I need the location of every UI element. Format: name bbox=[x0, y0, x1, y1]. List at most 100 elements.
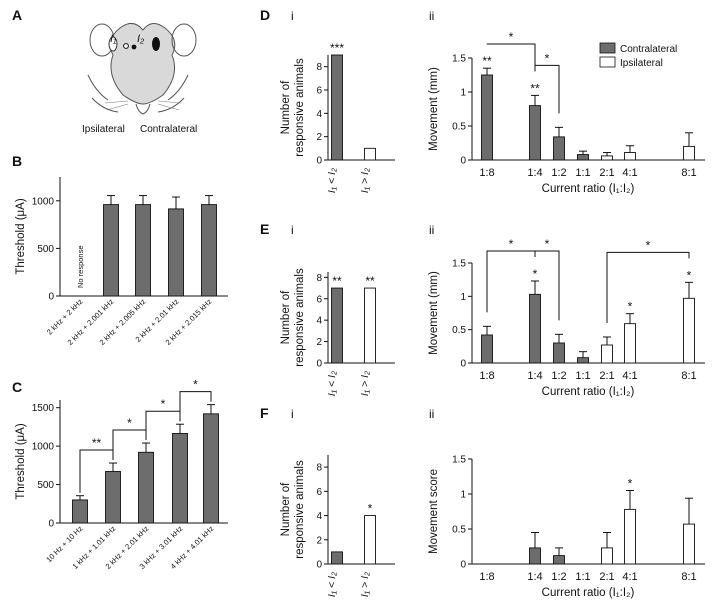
Di-ytick-label: 2 bbox=[316, 132, 322, 143]
Fii-xtick-label: 1:2 bbox=[551, 571, 566, 583]
Ei-ytick-label: 8 bbox=[316, 273, 322, 284]
Di-star: *** bbox=[330, 41, 344, 55]
panel-label-b: B bbox=[12, 153, 22, 169]
Fii-xtick-label: 1:4 bbox=[527, 571, 542, 583]
mouse-illustration: I₁ I₂ Ipsilateral Contralateral bbox=[82, 23, 197, 135]
C-bar bbox=[172, 432, 188, 524]
Fi-star: * bbox=[368, 502, 373, 516]
panel-label-f: F bbox=[260, 405, 269, 421]
legend-swatch-contralateral bbox=[599, 42, 616, 54]
electrode-i1-icon bbox=[123, 43, 129, 49]
sub-label-f-ii: ii bbox=[429, 407, 434, 421]
C-sig-label: ** bbox=[92, 436, 102, 450]
Dii-ytick-label: 0 bbox=[460, 156, 466, 167]
Eii-xtick-label: 1:4 bbox=[527, 370, 542, 382]
Fi-bar bbox=[364, 515, 376, 565]
Eii-bar bbox=[683, 297, 695, 364]
C-ytick-label: 1500 bbox=[32, 403, 55, 414]
Eii-xtick-label: 1:1 bbox=[575, 370, 590, 382]
right-ear-icon bbox=[171, 23, 197, 57]
electrode-i2-icon bbox=[131, 44, 137, 50]
Dii-sig-label: * bbox=[545, 51, 550, 65]
Ei-xtick-label: I₁ < I₂ bbox=[326, 371, 338, 396]
Di-ylabel-line1: Number of bbox=[280, 80, 292, 134]
Dii-ytick-label: 1.5 bbox=[452, 54, 466, 65]
Eii-bar bbox=[529, 293, 541, 364]
B-bar bbox=[168, 208, 184, 297]
B-bar bbox=[135, 204, 151, 297]
Fi-ytick-label: 4 bbox=[316, 511, 322, 522]
Dii-xtick-label: 1:1 bbox=[575, 167, 590, 179]
Dii-ylabel: Movement (mm) bbox=[428, 67, 440, 151]
Dii-star: ** bbox=[530, 81, 540, 95]
Fii-ytick-label: 0.5 bbox=[452, 525, 466, 536]
Fi-ytick-label: 2 bbox=[316, 535, 322, 546]
sub-label-d-ii: ii bbox=[429, 9, 434, 23]
Ei-ylabel-line2: responsive animals bbox=[294, 268, 306, 367]
C-sig-label: * bbox=[127, 416, 132, 430]
Fii-ytick-label: 1.5 bbox=[452, 455, 466, 466]
B-ytick-label: 500 bbox=[37, 244, 54, 255]
Eii-sig-label: * bbox=[545, 237, 550, 251]
Di-xtick-label: I₁ < I₂ bbox=[326, 168, 338, 193]
panel-label-c: C bbox=[12, 379, 22, 395]
Dii-bar bbox=[624, 152, 636, 161]
C-sig-label: * bbox=[161, 397, 166, 411]
Ei-bar bbox=[331, 287, 343, 364]
Dii-xlabel: Current ratio (I₁:I₂) bbox=[542, 183, 635, 195]
Eii-bar bbox=[601, 344, 613, 364]
Fi-bar bbox=[331, 551, 343, 565]
Ei-ytick-label: 6 bbox=[316, 294, 322, 305]
sub-label-e-i: i bbox=[291, 223, 294, 237]
Fi-ylabel-line2: responsive animals bbox=[294, 460, 306, 559]
legend-contralateral: Contralateral bbox=[620, 44, 677, 55]
Eii-xtick-label: 1:2 bbox=[551, 370, 566, 382]
label-i1: I₁ bbox=[110, 33, 117, 45]
B-bar bbox=[103, 204, 119, 297]
Eii-sig-bracket bbox=[534, 250, 560, 321]
Dii-xtick-label: 8:1 bbox=[681, 167, 696, 179]
Fi-ytick-label: 0 bbox=[316, 560, 322, 571]
Fi-xtick-label: I₁ > I₂ bbox=[359, 572, 371, 597]
Dii-sig-label: * bbox=[509, 30, 514, 44]
Eii-star: * bbox=[628, 300, 633, 314]
Fii-xtick-label: 2:1 bbox=[599, 571, 614, 583]
Dii-xtick-label: 1:4 bbox=[527, 167, 542, 179]
C-bar bbox=[203, 413, 219, 524]
legend: Contralateral Ipsilateral bbox=[599, 42, 677, 69]
Fii-bar bbox=[601, 547, 613, 565]
Dii-bar bbox=[553, 136, 565, 161]
sub-label-f-i: i bbox=[291, 407, 294, 421]
Dii-bar bbox=[577, 154, 589, 161]
C-bar bbox=[138, 451, 154, 524]
Fi-ytick-label: 8 bbox=[316, 463, 322, 474]
Eii-xtick-label: 1:8 bbox=[479, 370, 494, 382]
Di-xtick-label: I₁ > I₂ bbox=[359, 168, 371, 193]
Eii-ytick-label: 1 bbox=[460, 292, 466, 303]
Eii-sig-bracket bbox=[606, 251, 690, 323]
panel-label-e: E bbox=[260, 221, 269, 237]
Eii-sig-label: * bbox=[509, 237, 514, 251]
Fii-xtick-label: 8:1 bbox=[681, 571, 696, 583]
left-eye-icon bbox=[108, 36, 118, 52]
Dii-sig-bracket bbox=[486, 43, 536, 72]
B-ytick-label: 1000 bbox=[32, 196, 55, 207]
Dii-bar bbox=[529, 105, 541, 161]
panel-label-a: A bbox=[12, 7, 22, 23]
B-ytick-label: 0 bbox=[48, 292, 54, 303]
Eii-xlabel: Current ratio (I₁:I₂) bbox=[542, 386, 635, 398]
Dii-ytick-label: 0.5 bbox=[452, 122, 466, 133]
C-ytick-label: 1000 bbox=[32, 442, 55, 453]
Di-ytick-label: 6 bbox=[316, 86, 322, 97]
Fii-ylabel: Movement score bbox=[428, 469, 440, 554]
ipsilateral-label: Ipsilateral bbox=[82, 124, 125, 135]
C-ytick-label: 0 bbox=[48, 519, 54, 530]
Fi-xtick-label: I₁ < I₂ bbox=[326, 572, 338, 597]
Di-bar bbox=[331, 54, 343, 161]
Dii-xtick-label: 1:8 bbox=[479, 167, 494, 179]
Dii-sig-bracket bbox=[534, 64, 560, 114]
Fi-ytick-label: 6 bbox=[316, 487, 322, 498]
C-bar bbox=[105, 471, 121, 524]
Di-ytick-label: 0 bbox=[316, 156, 322, 167]
